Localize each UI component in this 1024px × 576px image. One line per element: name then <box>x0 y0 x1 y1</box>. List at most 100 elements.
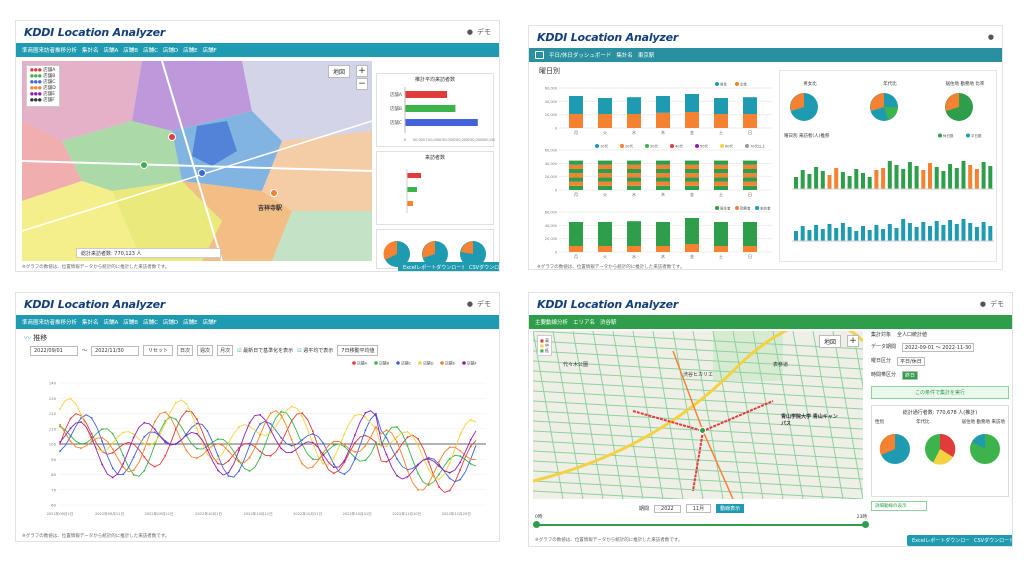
data-point <box>238 449 240 452</box>
store-pin[interactable] <box>140 161 148 169</box>
map-canvas <box>22 61 372 261</box>
normalize-checkbox[interactable]: ☑ 最新日で基準化を表示 <box>237 348 294 354</box>
data-point <box>448 457 451 460</box>
user-menu[interactable]: ● デモ <box>979 300 1004 308</box>
day-label: 日 <box>748 192 752 197</box>
data-point <box>59 408 61 410</box>
data-point <box>375 442 377 445</box>
csv-download-button[interactable]: CSVダウンロード <box>464 262 499 271</box>
data-point <box>459 455 462 457</box>
map-type-toggle[interactable]: 地図 <box>327 65 350 78</box>
csv-download-button[interactable]: CSVダウンロード <box>969 535 1012 546</box>
day-label: 木 <box>661 253 665 259</box>
data-point <box>143 442 146 445</box>
nav-item[interactable]: 集計名 <box>82 48 99 54</box>
data-point <box>322 442 325 445</box>
store-pin[interactable] <box>270 189 278 197</box>
bar-segment <box>714 169 728 174</box>
nav-item[interactable]: 東京駅 <box>637 53 655 59</box>
month-button[interactable]: 月次 <box>217 345 234 356</box>
reset-button[interactable]: リセット <box>143 345 174 356</box>
data-point <box>259 456 261 459</box>
trend-bar <box>901 219 906 241</box>
timeband-toggle[interactable]: 終日 <box>902 371 919 380</box>
nav-item[interactable]: エリア名 <box>573 320 596 326</box>
tick-label: 50,000 <box>413 138 425 142</box>
trend-bar <box>981 222 986 241</box>
nav-item[interactable]: 集計名 <box>616 53 633 59</box>
data-point <box>143 456 146 458</box>
slider-handle-start[interactable] <box>533 521 540 528</box>
date-range-input[interactable]: 2022-09-01 ～ 2022-11-30 <box>902 343 975 352</box>
legend-label: 店舗D <box>423 361 434 366</box>
excel-download-button[interactable]: Excelレポートダウンロード <box>398 262 472 271</box>
store-pin[interactable] <box>198 169 206 177</box>
slider-handle-end[interactable] <box>862 521 869 528</box>
legend-item: ●●● 店舗E <box>30 92 56 97</box>
user-menu[interactable]: ● <box>988 33 994 41</box>
trade-area-map[interactable]: ●●● 店舗A ●●● 店舗B ●●● 店舗C ●●● 店舗D ●●● 店舗E … <box>22 61 372 261</box>
trend-bar <box>981 162 986 189</box>
data-point <box>132 456 135 458</box>
month-select[interactable]: 11月 <box>685 504 712 513</box>
apply-button[interactable]: この条件で集計を実行 <box>871 386 1009 399</box>
legend-dot <box>755 206 759 210</box>
user-menu[interactable]: ● デモ <box>466 28 491 36</box>
year-select[interactable]: 2022 <box>654 504 681 513</box>
date-to-input[interactable]: 2022/11/30 <box>91 345 140 356</box>
street-flow <box>712 331 744 499</box>
nav-item[interactable]: 店舗C <box>143 320 158 326</box>
nav-item[interactable]: 渋谷駅 <box>600 320 617 326</box>
zoom-in-button[interactable]: + <box>356 65 368 77</box>
nav-item[interactable]: 店舗E <box>183 320 198 326</box>
daytype-toggle[interactable]: 平日/休日 <box>897 357 925 366</box>
nav-item[interactable]: 店舗B <box>123 48 139 54</box>
tick-label: 2022年10月21日 <box>293 511 322 516</box>
week-button[interactable]: 週次 <box>197 345 214 356</box>
nav-item[interactable]: 店舗F <box>202 320 217 326</box>
data-point <box>280 417 283 419</box>
excel-download-button[interactable]: Excelレポートダウンロード <box>907 535 981 546</box>
nav-item[interactable]: 店舗C <box>143 48 158 54</box>
store-pin[interactable] <box>168 133 176 141</box>
tick-label: 60,000 <box>545 149 557 153</box>
data-point <box>396 458 398 460</box>
bar-segment <box>656 185 670 190</box>
pie-title: 居住地 勤務地 比率 <box>946 80 985 87</box>
tick-label: 2022年09月1日 <box>47 511 74 516</box>
bar-label: 店舗C <box>390 119 402 126</box>
flow-map[interactable]: ■ 高 ■ 中 ■ 低 地図 + 渋谷ヒカリエ 青山学院大学 青山キャンパス 代々木… <box>533 331 863 499</box>
day-button[interactable]: 日次 <box>177 345 194 356</box>
trend-bar <box>854 169 859 189</box>
nav-item[interactable]: 集計名 <box>82 320 99 326</box>
tick-label: 2022年11月20日 <box>442 511 471 516</box>
nav-item[interactable]: 店舗D <box>162 48 179 54</box>
moving-average-select[interactable]: 7日移動平均値 <box>337 345 379 356</box>
data-point <box>301 443 304 446</box>
data-point <box>406 445 409 447</box>
nav-item[interactable]: 店舗A <box>103 320 119 326</box>
trend-bar <box>881 168 886 189</box>
location-pin[interactable] <box>699 427 706 434</box>
weekly-avg-checkbox[interactable]: ☑ 週平均で表示 <box>297 348 334 354</box>
zoom-out-button[interactable]: − <box>356 78 368 90</box>
show-detail-button[interactable]: 詳細動線の表示 <box>871 501 927 511</box>
menu-icon[interactable] <box>535 51 544 59</box>
nav-item[interactable]: 店舗A <box>103 48 119 54</box>
date-from-input[interactable]: 2022/09/01 <box>30 345 78 356</box>
time-slider[interactable]: 0時 23時 <box>533 515 869 529</box>
trend-bar <box>834 228 839 241</box>
tick-label: 0 <box>404 138 406 142</box>
nav-item[interactable]: 店舗D <box>162 320 179 326</box>
show-flow-button[interactable]: 動線表示 <box>716 504 745 513</box>
nav-item[interactable]: 店舗B <box>123 320 139 326</box>
map-type-toggle[interactable]: 地図 <box>818 335 841 348</box>
data-point <box>438 486 440 488</box>
nav-item[interactable]: 店舗F <box>202 48 217 54</box>
user-menu[interactable]: ● デモ <box>466 300 491 308</box>
data-point <box>122 466 125 469</box>
data-point <box>122 463 125 465</box>
zoom-in-button[interactable]: + <box>847 335 859 347</box>
bar-segment <box>656 246 670 252</box>
nav-item[interactable]: 店舗E <box>183 48 198 54</box>
